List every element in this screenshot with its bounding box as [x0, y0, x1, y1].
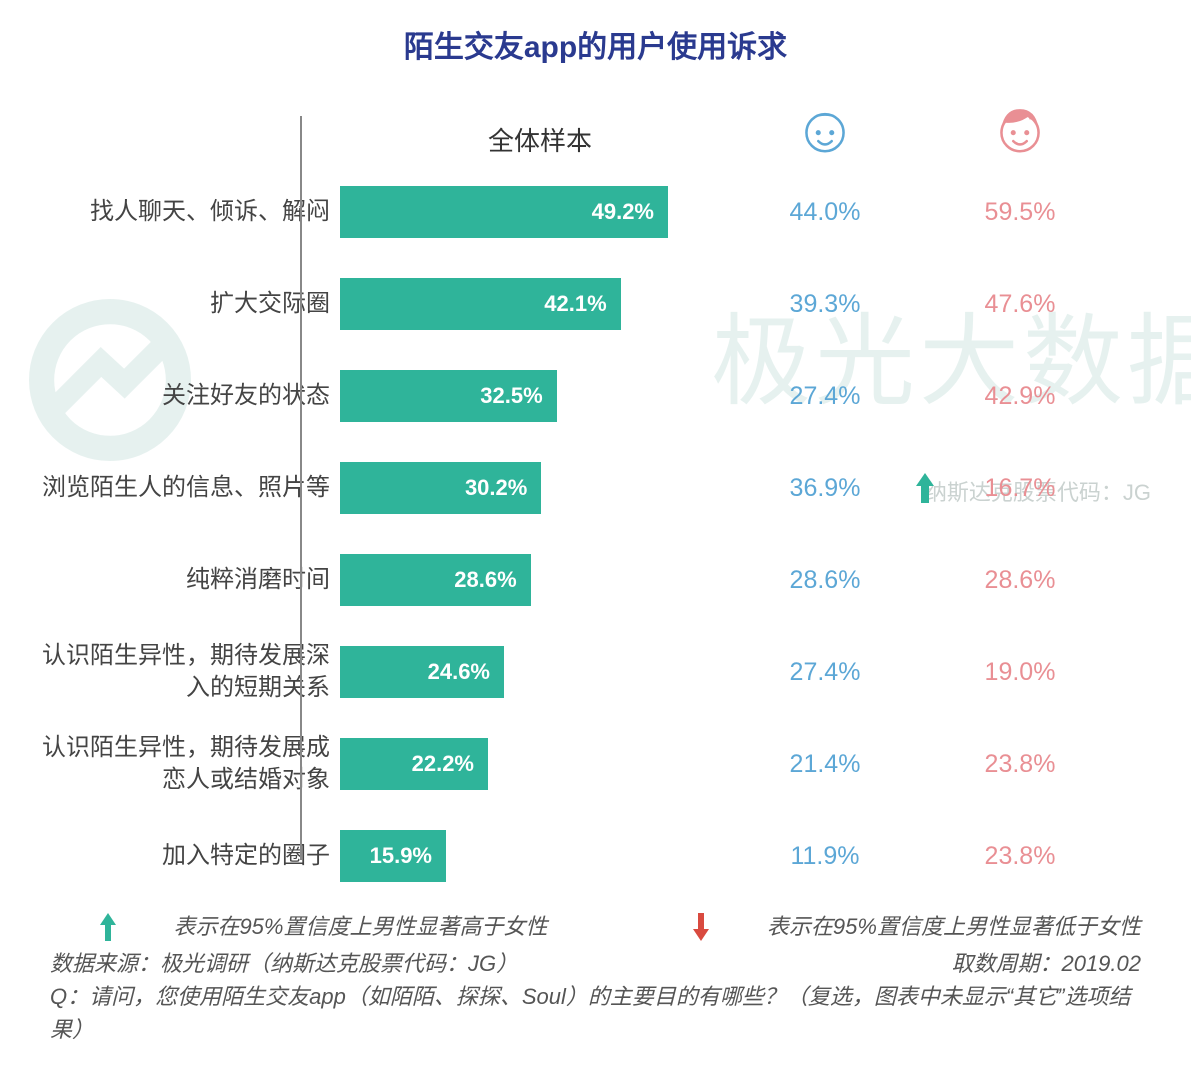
- bar: 42.1%: [340, 278, 621, 330]
- arrow-up-icon: [98, 911, 118, 943]
- chart-header: 全体样本: [40, 94, 1151, 158]
- row-label: 加入特定的圈子: [40, 840, 340, 872]
- bar: 32.5%: [340, 370, 557, 422]
- male-pct: 36.9%: [740, 474, 910, 503]
- male-pct: 28.6%: [740, 566, 910, 595]
- chart-row: 认识陌生异性，期待发展深入的短期关系 24.6% 27.4% 19.0%: [40, 626, 1151, 718]
- row-label: 纯粹消磨时间: [40, 564, 340, 596]
- row-label: 关注好友的状态: [40, 380, 340, 412]
- chart-title: 陌生交友app的用户使用诉求: [40, 22, 1151, 66]
- bar-value: 49.2%: [592, 199, 654, 225]
- bar-value: 30.2%: [465, 475, 527, 501]
- bar-value: 22.2%: [412, 751, 474, 777]
- female-pct: 16.7%: [940, 474, 1100, 503]
- y-axis-line: [300, 116, 302, 860]
- row-label: 认识陌生异性，期待发展成恋人或结婚对象: [40, 732, 340, 797]
- chart-row: 浏览陌生人的信息、照片等 30.2% 36.9% 16.7%: [40, 442, 1151, 534]
- chart-row: 扩大交际圈 42.1% 39.3% 47.6%: [40, 258, 1151, 350]
- female-pct: 23.8%: [940, 750, 1100, 779]
- bar-value: 42.1%: [544, 291, 606, 317]
- legend-row: 表示在95%置信度上男性显著高于女性 表示在95%置信度上男性显著低于女性: [50, 910, 1141, 943]
- chart-row: 纯粹消磨时间 28.6% 28.6% 28.6%: [40, 534, 1151, 626]
- bar: 49.2%: [340, 186, 668, 238]
- chart-rows: 找人聊天、倾诉、解闷 49.2% 44.0% 59.5% 扩大交际圈 42.1% 39.3%…: [40, 166, 1151, 902]
- row-label: 找人聊天、倾诉、解闷: [40, 196, 340, 228]
- significance-arrow: [910, 471, 940, 505]
- bar: 28.6%: [340, 554, 531, 606]
- overall-column-header: 全体样本: [340, 121, 740, 158]
- arrow-down-icon: [691, 911, 711, 943]
- legend-up-text: 表示在95%置信度上男性显著高于女性: [173, 910, 547, 943]
- legend-down-text: 表示在95%置信度上男性显著低于女性: [767, 910, 1141, 943]
- bar-value: 15.9%: [370, 843, 432, 869]
- bar: 24.6%: [340, 646, 504, 698]
- footer-period: 取数周期：2019.02: [951, 947, 1141, 980]
- chart-row: 找人聊天、倾诉、解闷 49.2% 44.0% 59.5%: [40, 166, 1151, 258]
- male-pct: 21.4%: [740, 750, 910, 779]
- chart-row: 关注好友的状态 32.5% 27.4% 42.9%: [40, 350, 1151, 442]
- bar: 22.2%: [340, 738, 488, 790]
- bar-value: 24.6%: [428, 659, 490, 685]
- female-pct: 19.0%: [940, 658, 1100, 687]
- female-pct: 23.8%: [940, 842, 1100, 871]
- male-pct: 27.4%: [740, 658, 910, 687]
- female-pct: 47.6%: [940, 290, 1100, 319]
- row-label: 扩大交际圈: [40, 288, 340, 320]
- row-label: 认识陌生异性，期待发展深入的短期关系: [40, 640, 340, 705]
- male-pct: 27.4%: [740, 382, 910, 411]
- male-pct: 44.0%: [740, 198, 910, 227]
- female-icon: [993, 104, 1047, 158]
- female-pct: 28.6%: [940, 566, 1100, 595]
- bar-value: 32.5%: [480, 383, 542, 409]
- male-pct: 11.9%: [740, 842, 910, 871]
- male-icon: [798, 104, 852, 158]
- bar: 15.9%: [340, 830, 446, 882]
- footer-question: Q：请问，您使用陌生交友app（如陌陌、探探、Soul）的主要目的有哪些？（复选…: [50, 980, 1141, 1046]
- male-pct: 39.3%: [740, 290, 910, 319]
- chart-row: 加入特定的圈子 15.9% 11.9% 23.8%: [40, 810, 1151, 902]
- row-label: 浏览陌生人的信息、照片等: [40, 472, 340, 504]
- female-pct: 59.5%: [940, 198, 1100, 227]
- chart-row: 认识陌生异性，期待发展成恋人或结婚对象 22.2% 21.4% 23.8%: [40, 718, 1151, 810]
- chart-footer: 表示在95%置信度上男性显著高于女性 表示在95%置信度上男性显著低于女性 数据…: [40, 910, 1151, 1046]
- female-pct: 42.9%: [940, 382, 1100, 411]
- bar: 30.2%: [340, 462, 541, 514]
- footer-source: 数据来源：极光调研（纳斯达克股票代码：JG）: [50, 947, 951, 980]
- bar-value: 28.6%: [454, 567, 516, 593]
